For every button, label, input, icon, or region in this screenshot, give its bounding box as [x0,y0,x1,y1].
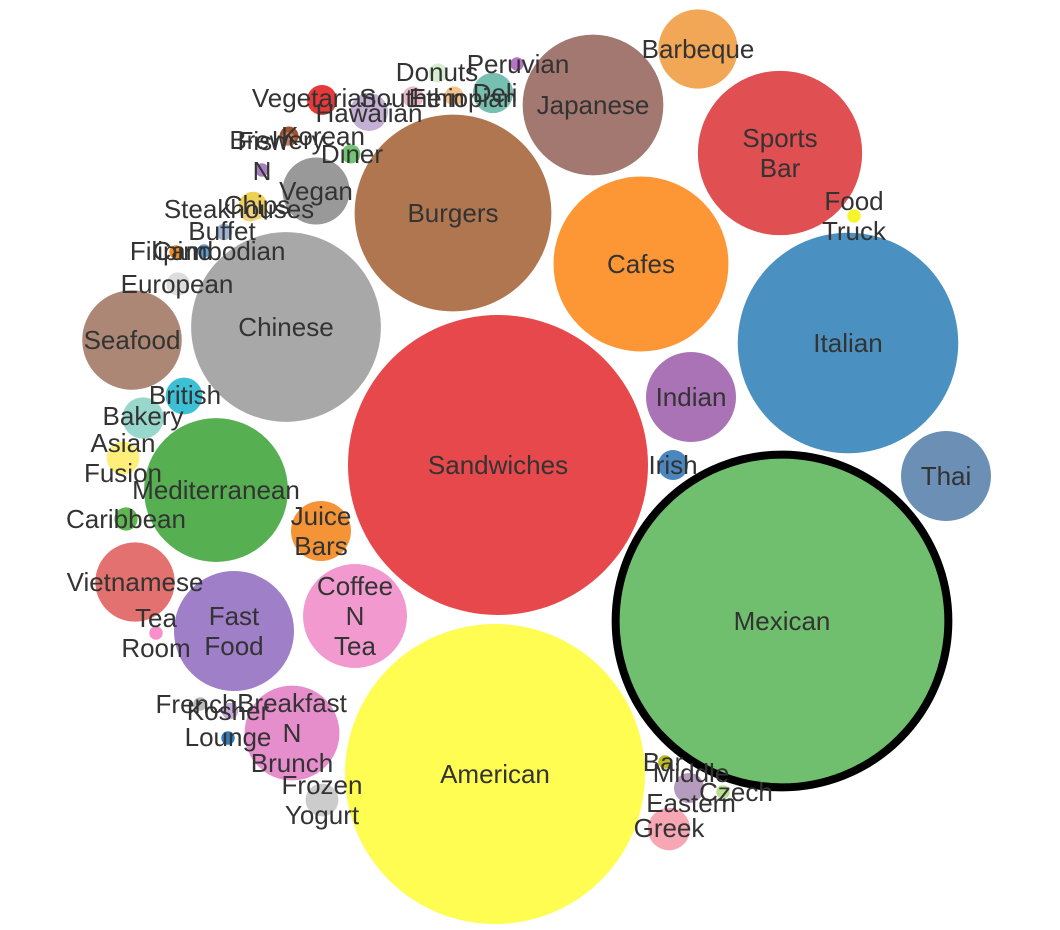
bubble-cambodian[interactable] [197,244,211,258]
bubble-burgers[interactable] [354,114,552,312]
bubble-brewery[interactable] [281,132,295,146]
bubble-kosher[interactable] [221,702,239,720]
bubble-barbeque[interactable] [658,9,738,89]
bubble-cafes[interactable] [553,176,729,352]
bubble-vegan[interactable] [282,157,350,225]
bubble-japanese[interactable] [522,34,664,176]
bubble-greek[interactable] [647,807,691,851]
bubble-deli[interactable] [472,72,514,114]
bubble-bar[interactable] [658,755,672,769]
bubble-caribbean[interactable] [114,507,138,531]
bubble-label-brewery: Brewery [229,125,324,155]
bubble-sandwiches[interactable] [348,315,648,615]
bubble-thai[interactable] [901,431,991,521]
bubble-frozen-yogurt[interactable] [305,783,339,817]
bubble-tea-room[interactable] [149,626,163,640]
bubbles-layer [82,9,991,924]
bubble-asian-fusion[interactable] [106,441,140,475]
bubble-southern[interactable] [402,86,424,108]
bubble-czech[interactable] [716,785,730,799]
bubble-filipino[interactable] [169,245,183,259]
bubble-coffee-n-tea[interactable] [303,564,407,668]
bubble-american[interactable] [345,624,645,924]
bubble-fish-n[interactable] [255,163,269,177]
bubble-vegetarian[interactable] [307,85,337,115]
bubble-seafood[interactable] [82,290,182,390]
bubble-mexican[interactable] [611,450,953,792]
bubble-fast-food[interactable] [174,571,294,691]
bubble-british[interactable] [165,377,203,415]
bubble-hawaiian[interactable] [350,93,388,131]
bubble-label-fish-n: Fish N [237,126,286,186]
bubble-irish[interactable] [658,450,688,480]
bubble-food-truck[interactable] [847,209,861,223]
bubble-ethiopian[interactable] [444,86,464,106]
bubble-chinese[interactable] [191,232,381,422]
bubble-donuts[interactable] [428,63,448,83]
bubble-breakfast-n-brunch[interactable] [244,685,340,781]
bubble-steakhouses[interactable] [239,200,261,222]
bubble-buffet[interactable] [215,223,233,241]
bubble-italian[interactable] [737,232,959,454]
bubble-indian[interactable] [646,352,736,442]
bubble-peruvian[interactable] [510,57,524,71]
bubble-european[interactable] [166,272,190,296]
bubble-mediterranean[interactable] [144,418,288,562]
bubble-lounge[interactable] [221,731,235,745]
bubble-bakery[interactable] [122,397,164,439]
bubble-french[interactable] [193,697,207,711]
bubble-juice-bars[interactable] [291,501,351,561]
bubble-middle-eastern[interactable] [674,773,704,803]
bubble-diner[interactable] [341,144,361,164]
bubble-vietnamese[interactable] [95,542,175,622]
bubble-sports-bar[interactable] [697,70,863,236]
